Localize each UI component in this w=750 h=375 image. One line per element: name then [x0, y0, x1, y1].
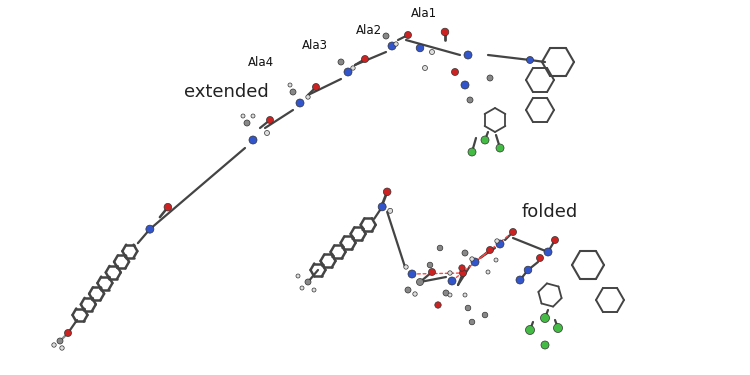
Text: Ala1: Ala1 — [411, 7, 437, 20]
Circle shape — [461, 81, 469, 89]
Circle shape — [351, 66, 355, 70]
Circle shape — [551, 237, 559, 243]
Circle shape — [64, 330, 71, 336]
Circle shape — [441, 28, 448, 36]
Circle shape — [408, 270, 416, 278]
Text: Ala4: Ala4 — [248, 56, 274, 69]
Circle shape — [448, 277, 456, 285]
Circle shape — [487, 75, 493, 81]
Circle shape — [464, 51, 472, 59]
Circle shape — [416, 279, 424, 285]
Text: Ala3: Ala3 — [302, 39, 328, 52]
Circle shape — [296, 99, 304, 107]
Circle shape — [413, 292, 417, 296]
Circle shape — [244, 120, 250, 126]
Circle shape — [266, 117, 274, 123]
Circle shape — [541, 314, 550, 322]
Circle shape — [496, 144, 504, 152]
Circle shape — [509, 228, 517, 236]
Circle shape — [405, 287, 411, 293]
Circle shape — [427, 262, 433, 268]
Circle shape — [482, 312, 488, 318]
Circle shape — [383, 188, 391, 196]
Circle shape — [465, 305, 471, 311]
Circle shape — [338, 59, 344, 65]
Circle shape — [544, 248, 552, 256]
Circle shape — [241, 114, 245, 118]
Circle shape — [526, 326, 535, 334]
Circle shape — [300, 286, 304, 290]
Circle shape — [541, 341, 549, 349]
Circle shape — [52, 343, 56, 347]
Circle shape — [430, 50, 434, 54]
Circle shape — [526, 57, 533, 63]
Circle shape — [462, 250, 468, 256]
Circle shape — [296, 274, 300, 278]
Circle shape — [481, 136, 489, 144]
Circle shape — [428, 268, 436, 276]
Circle shape — [435, 302, 441, 308]
Circle shape — [524, 266, 532, 274]
Text: extended: extended — [184, 83, 268, 101]
Circle shape — [496, 240, 504, 248]
Circle shape — [470, 257, 474, 261]
Circle shape — [288, 83, 292, 87]
Circle shape — [290, 89, 296, 95]
Circle shape — [312, 288, 316, 292]
Circle shape — [463, 293, 467, 297]
Circle shape — [554, 324, 562, 333]
Text: Ala2: Ala2 — [356, 24, 382, 36]
Circle shape — [495, 239, 500, 243]
Text: folded: folded — [521, 203, 578, 221]
Circle shape — [536, 255, 544, 261]
Circle shape — [486, 270, 490, 274]
Circle shape — [468, 148, 476, 156]
Circle shape — [265, 130, 269, 135]
Circle shape — [487, 246, 494, 254]
Circle shape — [437, 245, 442, 251]
Circle shape — [448, 293, 452, 297]
Circle shape — [306, 95, 310, 99]
Circle shape — [452, 69, 458, 75]
Circle shape — [404, 265, 408, 269]
Circle shape — [494, 258, 498, 262]
Circle shape — [378, 203, 386, 211]
Circle shape — [443, 290, 449, 296]
Circle shape — [404, 32, 412, 39]
Circle shape — [362, 56, 368, 63]
Circle shape — [467, 97, 473, 103]
Circle shape — [516, 276, 524, 284]
Circle shape — [60, 346, 64, 350]
Circle shape — [383, 33, 389, 39]
Circle shape — [448, 271, 452, 275]
Circle shape — [57, 338, 63, 344]
Circle shape — [344, 68, 352, 76]
Circle shape — [146, 225, 154, 233]
Circle shape — [164, 203, 172, 211]
Circle shape — [249, 136, 257, 144]
Circle shape — [471, 258, 479, 266]
Circle shape — [388, 209, 393, 213]
Circle shape — [313, 84, 320, 90]
Circle shape — [470, 319, 475, 325]
Circle shape — [416, 44, 424, 52]
Circle shape — [422, 66, 427, 70]
Circle shape — [394, 42, 398, 46]
Circle shape — [251, 114, 255, 118]
Circle shape — [459, 265, 465, 271]
Circle shape — [460, 270, 466, 276]
Circle shape — [388, 42, 396, 50]
Circle shape — [305, 279, 311, 285]
